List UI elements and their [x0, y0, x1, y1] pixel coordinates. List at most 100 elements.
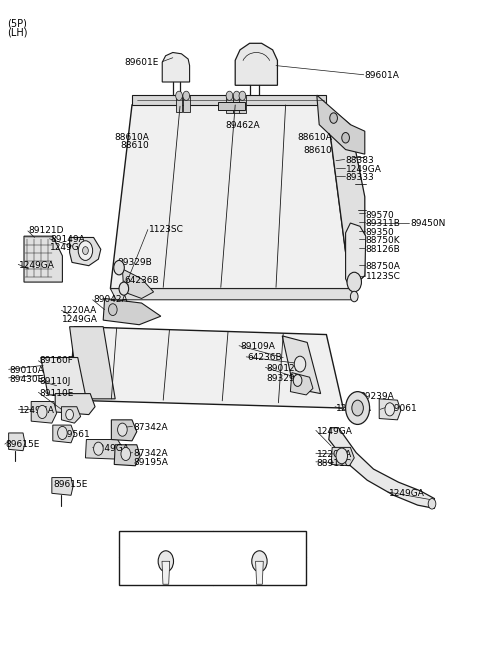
Polygon shape — [110, 105, 350, 289]
Circle shape — [66, 409, 73, 420]
Text: 88750K: 88750K — [366, 236, 400, 245]
Circle shape — [183, 91, 190, 100]
Circle shape — [233, 91, 240, 100]
Text: 88126B: 88126B — [366, 245, 400, 254]
Circle shape — [428, 499, 436, 509]
Text: 88383: 88383 — [346, 156, 374, 165]
Circle shape — [226, 91, 233, 100]
Circle shape — [108, 304, 117, 316]
Text: 89329B: 89329B — [118, 258, 152, 267]
Polygon shape — [24, 236, 62, 282]
Polygon shape — [41, 358, 85, 395]
Text: 88610: 88610 — [303, 146, 332, 155]
Circle shape — [385, 403, 395, 416]
Polygon shape — [326, 105, 365, 289]
Text: 64236B: 64236B — [247, 353, 282, 362]
Text: 89450N: 89450N — [410, 219, 446, 228]
Bar — [119, 531, 306, 585]
Polygon shape — [103, 298, 161, 325]
Text: 89615E: 89615E — [54, 480, 88, 489]
Text: 89329B: 89329B — [266, 374, 301, 383]
Text: 87342A: 87342A — [133, 423, 168, 432]
Text: 1220AA: 1220AA — [62, 306, 97, 316]
Polygon shape — [52, 478, 73, 495]
Text: 89061: 89061 — [389, 403, 418, 413]
Polygon shape — [290, 373, 313, 395]
Polygon shape — [239, 96, 246, 113]
Circle shape — [330, 113, 337, 123]
Text: 89110E: 89110E — [39, 389, 74, 398]
Circle shape — [94, 442, 103, 455]
Polygon shape — [111, 420, 137, 441]
Text: 89195A: 89195A — [133, 458, 168, 467]
Text: 64236B: 64236B — [125, 276, 159, 285]
Polygon shape — [379, 399, 401, 420]
Polygon shape — [132, 95, 326, 105]
Circle shape — [118, 423, 127, 436]
Text: (LH): (LH) — [7, 28, 28, 37]
Text: 1220AA: 1220AA — [317, 450, 352, 459]
Text: 89615E: 89615E — [6, 440, 40, 449]
Text: 89012B: 89012B — [266, 364, 301, 373]
Text: 89149A: 89149A — [50, 235, 85, 244]
Text: 1123SC: 1123SC — [366, 272, 401, 281]
Text: 89601E: 89601E — [124, 58, 158, 67]
Polygon shape — [9, 433, 25, 451]
Polygon shape — [114, 445, 140, 466]
Text: 89311B: 89311B — [366, 219, 401, 228]
Polygon shape — [255, 562, 263, 584]
Polygon shape — [331, 447, 354, 466]
Polygon shape — [233, 96, 240, 113]
Text: 89010A: 89010A — [10, 366, 45, 375]
Text: 1249GA: 1249GA — [50, 243, 86, 253]
Text: 89601A: 89601A — [365, 71, 400, 80]
Text: 89042A: 89042A — [94, 295, 128, 304]
Circle shape — [252, 551, 267, 572]
Text: 89333: 89333 — [346, 173, 374, 182]
Circle shape — [78, 241, 93, 260]
Text: 89561: 89561 — [61, 430, 90, 440]
Text: 89570: 89570 — [366, 211, 395, 220]
Polygon shape — [55, 394, 95, 415]
Circle shape — [58, 426, 67, 440]
Circle shape — [352, 400, 363, 416]
Text: 1123SC: 1123SC — [149, 225, 184, 234]
Text: 89198A: 89198A — [244, 555, 279, 564]
Text: 88610: 88610 — [120, 141, 149, 150]
Circle shape — [158, 551, 174, 572]
Circle shape — [239, 91, 246, 100]
Circle shape — [336, 448, 348, 464]
Polygon shape — [218, 102, 245, 110]
Text: 89160F: 89160F — [39, 356, 73, 365]
Polygon shape — [226, 96, 233, 113]
Polygon shape — [70, 327, 115, 399]
Circle shape — [37, 405, 47, 419]
Polygon shape — [122, 269, 154, 298]
Circle shape — [119, 282, 129, 295]
Polygon shape — [235, 43, 277, 85]
Text: 1249GA: 1249GA — [389, 489, 425, 498]
Text: 1249GA: 1249GA — [346, 165, 382, 174]
Circle shape — [346, 392, 370, 424]
Polygon shape — [176, 96, 182, 112]
Text: 87342A: 87342A — [133, 449, 168, 459]
Polygon shape — [346, 223, 366, 289]
Polygon shape — [70, 237, 101, 266]
Circle shape — [342, 133, 349, 143]
Text: 88750A: 88750A — [366, 262, 401, 271]
Text: (5P): (5P) — [7, 18, 27, 28]
Polygon shape — [317, 95, 365, 154]
Circle shape — [83, 247, 88, 255]
Text: 1249GA: 1249GA — [336, 403, 372, 413]
Circle shape — [176, 91, 182, 100]
Text: 1249GA: 1249GA — [19, 406, 55, 415]
Circle shape — [347, 272, 361, 292]
Circle shape — [350, 291, 358, 302]
Circle shape — [294, 356, 306, 372]
Text: 89239A: 89239A — [359, 392, 394, 401]
Text: 1249GA: 1249GA — [94, 444, 130, 453]
Polygon shape — [162, 562, 170, 584]
Text: 1126HA: 1126HA — [150, 555, 186, 564]
Polygon shape — [282, 336, 321, 394]
Text: 88911C: 88911C — [317, 459, 352, 468]
